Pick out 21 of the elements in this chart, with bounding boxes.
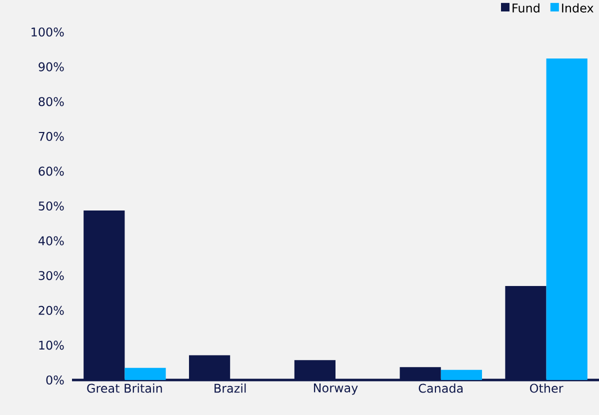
x-tick-label: Great Britain [87, 384, 162, 393]
y-tick-label: 90% [38, 62, 64, 72]
legend-label: Index [562, 3, 594, 13]
y-tick-label: 70% [38, 132, 64, 141]
bar [440, 370, 482, 380]
y-tick-label: 40% [38, 236, 64, 246]
y-tick-label: 60% [38, 166, 64, 176]
y-tick-label: 0% [46, 375, 64, 385]
bar [546, 58, 588, 380]
x-tick-label: Canada [418, 384, 463, 393]
bar [124, 368, 166, 380]
y-tick-label: 10% [39, 340, 64, 350]
y-tick-label: 20% [38, 306, 64, 315]
x-tick-label: Other [530, 384, 564, 393]
x-tick-label: Brazil [214, 384, 246, 393]
y-tick-label: 50% [38, 201, 64, 211]
y-tick-label: 30% [38, 271, 64, 280]
legend-label: Fund [512, 3, 540, 13]
y-tick-label: 100% [32, 27, 64, 37]
y-tick-label: 80% [38, 97, 64, 106]
x-tick-label: Norway [314, 384, 358, 395]
